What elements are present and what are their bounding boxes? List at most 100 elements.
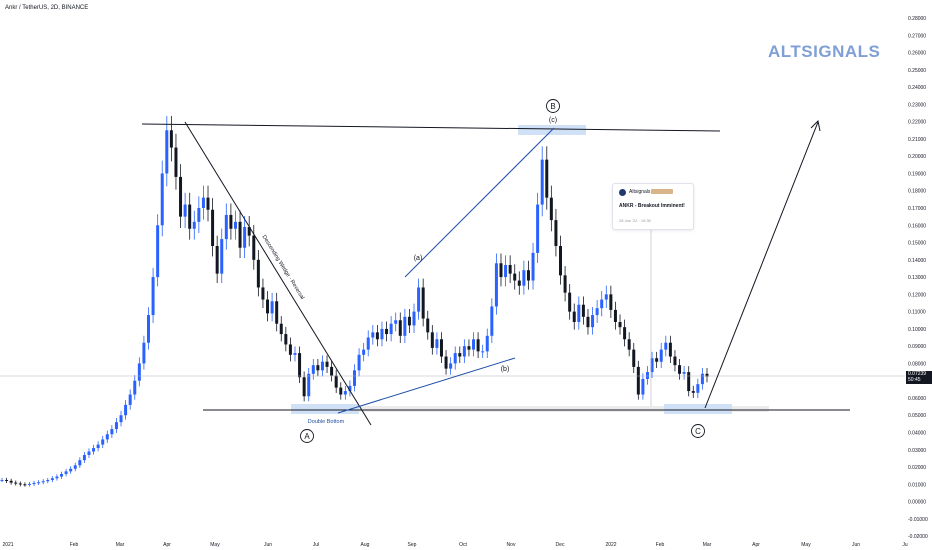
time-tick-label: 2021 [2,542,13,548]
candle-body [55,476,59,479]
candle-body [142,342,146,364]
candle-body [696,384,700,393]
candle-body [366,337,370,350]
wave-c-zone [664,404,732,414]
candle-body [481,351,485,353]
candle-body [554,220,558,247]
price-tick-label: 0.28000 [908,16,926,22]
candle-body [293,353,297,355]
candle-body [224,214,228,240]
price-tick-label: 0.11000 [908,310,926,316]
price-tick-label: 0.19000 [908,171,926,177]
candle-body [494,263,498,307]
price-tick-label: 0.03000 [908,448,926,454]
wave-a-major-circle [300,429,314,443]
candle-body [192,221,196,229]
candle-body [23,484,27,486]
double-bottom-zone [291,404,359,414]
symbol-title: Ankr / TetherUS, 2D, BINANCE [5,5,89,11]
candle-body [357,354,361,371]
candle-body [220,239,224,274]
candle-body [472,339,476,350]
time-tick-label: May [210,542,220,548]
price-tick-label: 0.05000 [908,413,926,419]
wave-a-major-label: A [304,432,310,441]
price-axis[interactable]: 0.28000 0.27000 0.26000 0.25000 0.24000 0.230… [908,16,928,540]
idea-popup[interactable]: Altsignals ANKR - Breakout Imminent! 28 … [612,183,694,230]
candle-body [439,339,443,357]
candle-body [128,394,132,405]
candle-body [325,361,329,367]
price-tick-label: 0.22000 [908,120,926,126]
candle-body [540,159,544,205]
candle-body [114,422,118,430]
candle-body [673,356,677,366]
candle-body [0,480,4,482]
candle-body [664,342,668,350]
candle-body [613,309,617,322]
candle-body [403,316,407,336]
upper-blue-trendline [404,127,555,278]
time-tick-label: Nov [507,542,516,548]
candle-body [197,208,201,222]
candle-body [348,385,352,392]
price-tick-label: 0.26000 [908,51,926,57]
idea-author[interactable]: Altsignals [629,189,651,195]
candle-body [5,480,9,482]
time-tick-label: Ju [902,542,908,548]
candle-body [284,334,288,345]
candle-body [632,349,636,367]
candle-body [105,434,109,440]
candle-body [169,130,173,148]
last-price-value: 0.07239 [908,371,927,377]
candle-body [69,468,73,472]
price-tick-label: 0.21000 [908,137,926,143]
candle-body [64,471,68,474]
candle-body [179,176,183,217]
wave-c-major-circle [691,424,705,438]
time-axis[interactable]: 2021 Feb Mar Apr May Jun Jul Aug Sep Oct Nov Dec 202… [2,542,907,548]
candle-body [655,358,659,362]
candle-body [426,318,430,333]
price-tick-label: 0.06000 [908,396,926,402]
candle-body [311,365,315,374]
pattern-label: Descending Wedge - Reversal [261,234,306,300]
price-tick-label: 0.13000 [908,275,926,281]
candle-body [604,294,608,300]
candle-body [330,366,334,376]
candle-body [183,204,187,217]
candle-body [389,323,393,335]
candle-body [133,380,137,395]
candle-body [600,299,604,309]
candle-body [279,323,283,335]
candle-body [60,473,64,477]
price-tick-label: 0.24000 [908,85,926,91]
candle-body [233,221,237,229]
candle-body [577,304,581,322]
price-tick-label: 0.12000 [908,292,926,298]
candle-body [137,363,141,381]
candle-body [27,483,31,485]
candle-body [275,301,279,324]
time-tick-label: Sep [408,542,417,548]
candle-body [453,353,457,364]
candle-body [32,482,36,484]
price-tick-label: 0.02000 [908,465,926,471]
wave-b-label: B [550,102,555,111]
candle-body [490,306,494,336]
candle-body [444,356,448,369]
candle-body [119,415,123,423]
candle-body [531,252,535,281]
candle-body [229,214,233,229]
candle-body [449,363,453,369]
time-tick-label: Dec [556,542,565,548]
price-tick-label: 0.14000 [908,258,926,264]
price-tick-label: 0.18000 [908,189,926,195]
candle-body [513,273,517,281]
price-tick-label: 0.00000 [908,500,926,506]
idea-title[interactable]: ANKR - Breakout Imminent! [619,203,685,209]
candle-body [371,332,375,338]
candle-body [82,454,86,461]
candle-body [380,328,384,340]
